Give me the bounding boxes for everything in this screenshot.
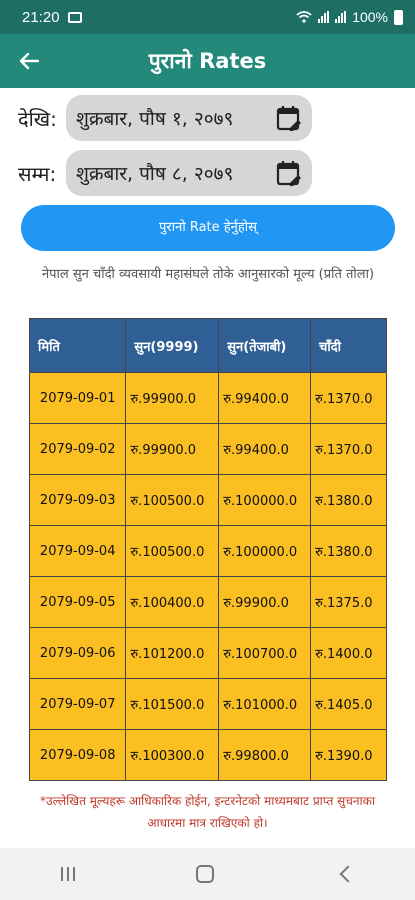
- table-header-row: मिति सुन(9999) सुन(तेजाबी) चाँदी: [28, 318, 387, 373]
- arrow-left-icon: [19, 52, 39, 70]
- cell-gold-9999: रु.100400.0: [125, 576, 220, 628]
- cell-date: 2079-09-02: [28, 423, 127, 475]
- from-date-row: देखि: शुक्रबार, पौष १, २०७९: [18, 95, 312, 141]
- cell-gold-9999: रु.99900.0: [125, 372, 220, 424]
- app-bar: पुरानो Rates: [0, 34, 415, 88]
- from-date-picker[interactable]: शुक्रबार, पौष १, २०७९: [66, 95, 312, 141]
- table-row: 2079-09-01 रु.99900.0 रु.99400.0 रु.1370.0: [28, 372, 387, 424]
- rates-table: मिति सुन(9999) सुन(तेजाबी) चाँदी 2079-09…: [28, 318, 387, 781]
- table-row: 2079-09-02 रु.99900.0 रु.99400.0 रु.1370.0: [28, 423, 387, 475]
- cell-gold-tejabi: रु.100000.0: [218, 525, 312, 577]
- cell-silver: रु.1400.0: [310, 627, 387, 679]
- cell-gold-9999: रु.101500.0: [125, 678, 220, 730]
- recent-apps-button[interactable]: [60, 867, 75, 881]
- header-date: मिति: [28, 318, 127, 373]
- calendar-edit-icon[interactable]: [276, 104, 302, 132]
- cell-gold-9999: रु.100500.0: [125, 525, 220, 577]
- to-date-picker[interactable]: शुक्रबार, पौष ८, २०७९: [66, 150, 312, 196]
- disclaimer-note: *उल्लेखित मूल्यहरू आधिकारिक होईन, इन्टरन…: [40, 794, 375, 830]
- table-row: 2079-09-05 रु.100400.0 रु.99900.0 रु.1375.0: [28, 576, 387, 628]
- wifi-icon: [296, 11, 312, 23]
- view-old-rates-button[interactable]: पुरानो Rate हेर्नुहोस्: [21, 205, 395, 251]
- signal-icon-2: [335, 11, 347, 23]
- table-row: 2079-09-04 रु.100500.0 रु.100000.0 रु.1380.…: [28, 525, 387, 577]
- table-row: 2079-09-07 रु.101500.0 रु.101000.0 रु.1405.…: [28, 678, 387, 730]
- signal-icon: [318, 11, 330, 23]
- page-title: पुरानो Rates: [148, 49, 267, 73]
- cell-gold-9999: रु.100300.0: [125, 729, 220, 781]
- to-date-row: सम्म: शुक्रबार, पौष ८, २०७९: [18, 150, 312, 196]
- cell-silver: रु.1370.0: [310, 423, 387, 475]
- header-gold-tejabi: सुन(तेजाबी): [218, 318, 312, 373]
- cell-gold-tejabi: रु.99400.0: [218, 423, 312, 475]
- cell-gold-9999: रु.99900.0: [125, 423, 220, 475]
- back-button[interactable]: [14, 46, 44, 76]
- status-time: 21:20: [22, 8, 60, 26]
- from-date-value: शुक्रबार, पौष १, २०७९: [76, 108, 234, 130]
- table-row: 2079-09-08 रु.100300.0 रु.99800.0 रु.1390.0: [28, 729, 387, 781]
- cell-gold-tejabi: रु.99800.0: [218, 729, 312, 781]
- cell-silver: रु.1380.0: [310, 525, 387, 577]
- header-gold-9999: सुन(9999): [125, 318, 220, 373]
- to-date-label: सम्म:: [18, 161, 57, 186]
- cell-date: 2079-09-08: [28, 729, 127, 781]
- home-button[interactable]: [196, 865, 215, 883]
- cell-gold-tejabi: रु.100700.0: [218, 627, 312, 679]
- cell-gold-tejabi: रु.100000.0: [218, 474, 312, 526]
- cell-silver: रु.1405.0: [310, 678, 387, 730]
- cell-silver: रु.1375.0: [310, 576, 387, 628]
- cell-silver: रु.1380.0: [310, 474, 387, 526]
- cell-date: 2079-09-05: [28, 576, 127, 628]
- system-nav-bar: [0, 848, 415, 900]
- cell-silver: रु.1370.0: [310, 372, 387, 424]
- from-date-label: देखि:: [18, 106, 57, 131]
- table-row: 2079-09-03 रु.100500.0 रु.100000.0 रु.1380.…: [28, 474, 387, 526]
- cell-date: 2079-09-06: [28, 627, 127, 679]
- cell-date: 2079-09-07: [28, 678, 127, 730]
- status-icons: 100%: [296, 9, 403, 25]
- battery-percent: 100%: [352, 9, 388, 25]
- table-row: 2079-09-06 रु.101200.0 रु.100700.0 रु.1400.…: [28, 627, 387, 679]
- cell-gold-tejabi: रु.99400.0: [218, 372, 312, 424]
- status-bar: 21:20 100%: [0, 0, 415, 34]
- cell-gold-9999: रु.101200.0: [125, 627, 220, 679]
- rates-source-note: नेपाल सुन चाँदी व्यवसायी महासंघले तोके आ…: [41, 267, 375, 282]
- cell-silver: रु.1390.0: [310, 729, 387, 781]
- header-silver: चाँदी: [310, 318, 387, 373]
- gallery-notification-icon: [67, 11, 82, 23]
- battery-icon: [394, 9, 403, 25]
- cell-date: 2079-09-01: [28, 372, 127, 424]
- cell-date: 2079-09-03: [28, 474, 127, 526]
- system-back-button[interactable]: [339, 865, 357, 883]
- cell-gold-tejabi: रु.101000.0: [218, 678, 312, 730]
- calendar-edit-icon[interactable]: [276, 159, 302, 187]
- cell-date: 2079-09-04: [28, 525, 127, 577]
- to-date-value: शुक्रबार, पौष ८, २०७९: [76, 163, 234, 185]
- cell-gold-tejabi: रु.99900.0: [218, 576, 312, 628]
- cell-gold-9999: रु.100500.0: [125, 474, 220, 526]
